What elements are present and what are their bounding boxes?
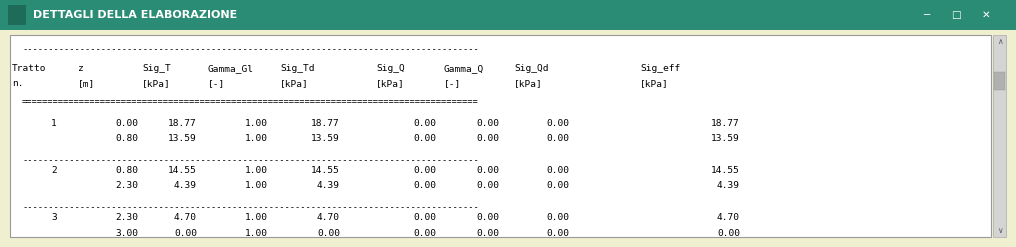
Text: 0.00: 0.00 [477,166,499,175]
Text: 1.00: 1.00 [245,213,268,222]
Text: Sig_Td: Sig_Td [280,64,315,73]
Text: [-]: [-] [208,80,226,88]
Text: 0.80: 0.80 [115,166,138,175]
Text: z: z [78,64,83,73]
Text: 0.00: 0.00 [412,213,436,222]
Text: 1.00: 1.00 [245,228,268,238]
Text: 2.30: 2.30 [115,182,138,190]
Text: ================================================================================: ========================================… [22,97,479,106]
Text: ─: ─ [923,10,929,20]
Text: 0.00: 0.00 [412,119,436,128]
Text: Sig_T: Sig_T [142,64,171,73]
Bar [993,35,1006,237]
Text: [kPa]: [kPa] [142,80,171,88]
Text: 0.00: 0.00 [477,135,499,144]
Text: 0.00: 0.00 [717,228,740,238]
Text: 1: 1 [51,119,57,128]
Text: 0.00: 0.00 [546,228,569,238]
Text: 0.00: 0.00 [412,182,436,190]
Text: 0.00: 0.00 [546,182,569,190]
Text: Gamma_Q: Gamma_Q [444,64,485,73]
Text: 18.77: 18.77 [711,119,740,128]
Text: 0.00: 0.00 [412,228,436,238]
Text: 0.00: 0.00 [477,213,499,222]
Text: 0.00: 0.00 [412,166,436,175]
Text: [m]: [m] [78,80,96,88]
Bar [8,5,26,25]
Text: 4.39: 4.39 [174,182,197,190]
Text: [-]: [-] [444,80,461,88]
Bar [994,72,1005,90]
Text: 2: 2 [51,166,57,175]
Text: 3: 3 [51,213,57,222]
Text: 3.00: 3.00 [115,228,138,238]
Text: 0.00: 0.00 [174,228,197,238]
Text: 4.70: 4.70 [317,213,340,222]
Text: 1.00: 1.00 [245,135,268,144]
Text: 0.80: 0.80 [115,135,138,144]
Text: ∨: ∨ [997,226,1003,234]
Text: DETTAGLI DELLA ELABORAZIONE: DETTAGLI DELLA ELABORAZIONE [33,10,238,20]
Text: 13.59: 13.59 [311,135,340,144]
Text: 0.00: 0.00 [477,228,499,238]
Text: 0.00: 0.00 [546,166,569,175]
Text: 18.77: 18.77 [169,119,197,128]
Text: 2.30: 2.30 [115,213,138,222]
Text: 13.59: 13.59 [169,135,197,144]
Text: □: □ [951,10,961,20]
Text: ✕: ✕ [981,10,991,20]
Text: 0.00: 0.00 [412,135,436,144]
Text: 1.00: 1.00 [245,182,268,190]
Text: 4.39: 4.39 [317,182,340,190]
Text: 18.77: 18.77 [311,119,340,128]
Text: 0.00: 0.00 [115,119,138,128]
Text: 13.59: 13.59 [711,135,740,144]
Bar [10,35,991,237]
Text: 14.55: 14.55 [311,166,340,175]
Text: 4.70: 4.70 [717,213,740,222]
Text: 0.00: 0.00 [546,119,569,128]
Text: Sig_Qd: Sig_Qd [514,64,549,73]
Text: --------------------------------------------------------------------------------: ----------------------------------------… [22,45,479,54]
Text: 1.00: 1.00 [245,119,268,128]
Text: 0.00: 0.00 [546,213,569,222]
Text: 0.00: 0.00 [477,119,499,128]
Text: n.: n. [12,80,23,88]
Text: [kPa]: [kPa] [514,80,543,88]
Text: 0.00: 0.00 [477,182,499,190]
Text: 4.70: 4.70 [174,213,197,222]
Text: Gamma_Gl: Gamma_Gl [208,64,254,73]
Text: 14.55: 14.55 [169,166,197,175]
Text: 4.39: 4.39 [717,182,740,190]
Text: Tratto: Tratto [12,64,47,73]
Text: ∧: ∧ [997,38,1003,46]
Text: 0.00: 0.00 [546,135,569,144]
Text: --------------------------------------------------------------------------------: ----------------------------------------… [22,203,479,212]
Text: 14.55: 14.55 [711,166,740,175]
Text: [kPa]: [kPa] [640,80,669,88]
Text: 0.00: 0.00 [317,228,340,238]
Text: --------------------------------------------------------------------------------: ----------------------------------------… [22,156,479,165]
Bar [0,0,1016,30]
Text: Sig_Q: Sig_Q [376,64,404,73]
Text: 1.00: 1.00 [245,166,268,175]
Text: Sig_eff: Sig_eff [640,64,681,73]
Text: [kPa]: [kPa] [376,80,404,88]
Text: [kPa]: [kPa] [280,80,309,88]
